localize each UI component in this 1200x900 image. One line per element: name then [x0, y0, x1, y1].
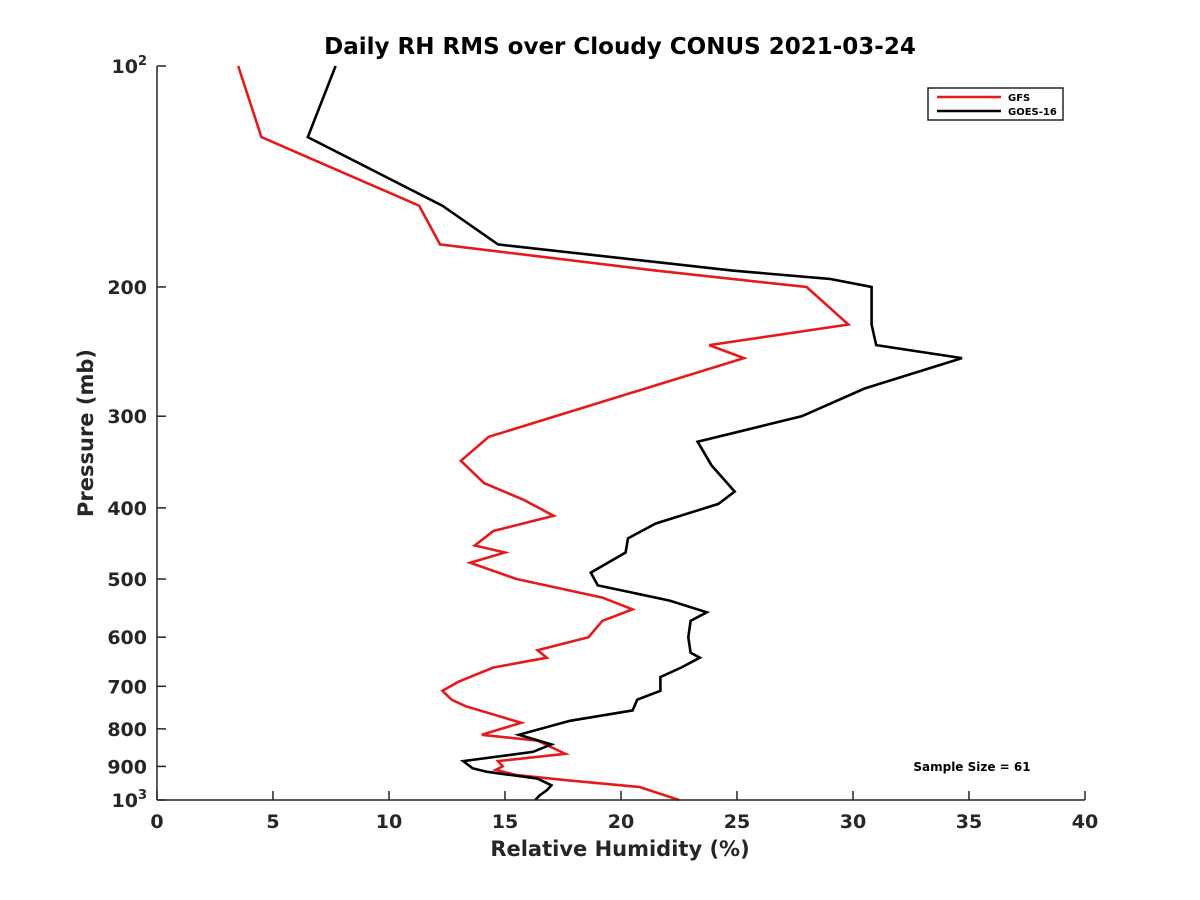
x-tick-label: 20 [608, 811, 634, 833]
x-tick-label: 25 [724, 811, 750, 833]
x-tick-label: 15 [492, 811, 518, 833]
legend-label: GFS [1008, 93, 1030, 104]
y-tick-label: 102 [112, 54, 148, 78]
x-axis-ticks: 0 5 10 15 20 25 30 35 40 [150, 791, 1098, 833]
series-line-gfs [236, 65, 852, 802]
x-tick-label: 5 [266, 811, 279, 833]
legend-label: GOES-16 [1008, 107, 1057, 118]
plot-area [236, 65, 963, 802]
y-tick-label: 800 [107, 719, 147, 741]
y-tick-label: 200 [107, 277, 147, 299]
y-tick-label: 500 [107, 569, 147, 591]
chart-title: Daily RH RMS over Cloudy CONUS 2021-03-2… [324, 34, 916, 60]
y-tick-label: 300 [107, 406, 147, 428]
sample-size-annotation: Sample Size = 61 [913, 760, 1030, 774]
y-axis-label: Pressure (mb) [74, 349, 98, 517]
x-axis-label: Relative Humidity (%) [490, 837, 749, 861]
y-tick-label: 700 [107, 676, 147, 698]
x-tick-label: 40 [1072, 811, 1098, 833]
x-tick-label: 30 [840, 811, 866, 833]
x-tick-label: 35 [956, 811, 982, 833]
legend-box [927, 87, 1064, 121]
x-tick-label: 10 [376, 811, 402, 833]
y-tick-label: 900 [107, 756, 147, 778]
legend: GFS GOES-16 [927, 87, 1064, 121]
y-tick-label: 600 [107, 627, 147, 649]
series-line-goes-16 [306, 65, 963, 801]
y-axis-ticks: 102 200 300 400 500 600 700 800 900 103 [107, 54, 166, 812]
y-tick-label: 103 [112, 788, 148, 812]
y-tick-label: 400 [107, 498, 147, 520]
x-tick-label: 0 [150, 811, 163, 833]
